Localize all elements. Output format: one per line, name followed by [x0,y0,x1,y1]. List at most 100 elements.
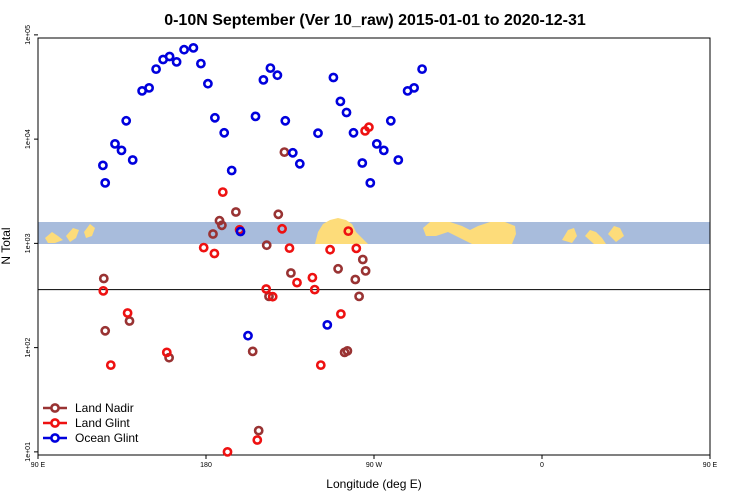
x-tick-label: 90 W [366,462,383,469]
ocean-glint-point [219,127,230,138]
land-nadir-point [216,220,227,231]
land-glint-point [284,243,295,253]
land-glint-point [261,284,272,294]
ocean-glint-point [357,158,368,168]
land-nadir-point [279,147,290,157]
ocean-glint-point [110,138,120,149]
ocean-glint-point [171,57,182,67]
land-glint-point [325,244,335,255]
y-tick-label: 1e+01 [25,442,32,462]
map-strip [38,218,710,244]
ocean-glint-point [226,165,237,176]
land-glint-point [267,291,278,302]
ocean-glint-point [144,83,154,93]
legend-marker-ocean-glint [50,433,60,443]
land-nadir-point [354,291,364,302]
x-tick-label: 90 E [31,462,46,469]
ocean-glint-point [202,78,213,89]
ocean-glint-point [98,160,108,171]
ocean-glint-point [272,70,283,81]
ocean-glint-point [313,128,323,139]
land-nadir-point [285,268,296,278]
land-glint-point [277,223,287,234]
x-axis-label: Longitude (deg E) [326,477,421,491]
ocean-glint-point [378,145,389,156]
ocean-glint-point [322,319,333,330]
land-glint-point [217,187,228,197]
map-land [315,218,368,244]
land-nadir-point [124,316,135,326]
map-land [585,230,606,244]
land-glint-point [105,360,116,370]
x-tick-label: 180 [200,462,212,469]
y-tick-label: 1e+04 [25,129,32,149]
land-glint-point [209,248,220,259]
land-glint-point [122,308,133,318]
ocean-glint-point [294,158,305,169]
ocean-glint-point [151,64,161,74]
ocean-glint-point [179,44,189,55]
ocean-glint-point [348,127,359,138]
map-land [45,232,63,243]
ocean-glint-point [287,147,298,158]
ocean-glint-point [250,111,261,122]
ocean-glint-point [265,63,276,73]
land-nadir-point [100,325,111,336]
ocean-glint-point [243,330,253,341]
ocean-glint-point [385,115,396,126]
map-land [66,228,79,242]
land-nadir-point [253,425,264,436]
ocean-glint-point [235,226,246,237]
land-nadir-point [342,345,353,356]
land-glint-point [198,242,209,253]
land-nadir-point [350,274,361,285]
land-glint-point [315,360,326,370]
ocean-glint-point [121,115,132,126]
land-nadir-point [333,263,343,274]
ocean-glint-point [116,145,127,156]
land-glint-point [307,272,318,283]
ocean-glint-point [371,138,382,149]
land-nadir-point [273,209,284,220]
y-tick-label: 1e+05 [25,25,32,45]
ocean-glint-point [188,43,199,53]
land-glint-point [292,277,302,288]
ocean-glint-point [341,107,352,118]
land-glint-point [252,435,263,445]
legend-label-land-glint: Land Glint [75,416,130,430]
y-tick-label: 1e+02 [25,338,32,358]
y-tick-label: 1e+03 [25,233,32,253]
legend-marker-land-nadir [50,403,60,413]
land-nadir-point [357,254,368,265]
ocean-glint-point [127,155,138,165]
ocean-glint-point [209,112,220,123]
land-nadir-point [247,346,258,357]
legend-label-ocean-glint: Ocean Glint [75,431,139,445]
y-axis: 1e+01 1e+02 1e+03 1e+04 1e+05 [25,25,38,462]
ocean-glint-point [280,115,291,126]
land-glint-point [161,347,172,358]
chart-title: 0-10N September (Ver 10_raw) 2015-01-01 … [164,12,586,29]
legend-label-land-nadir: Land Nadir [75,401,134,415]
land-glint-point [335,309,346,319]
x-axis: 90 E 180 90 W 0 90 E [31,455,718,469]
land-nadir-point [98,273,109,284]
land-glint-point [363,122,374,133]
land-nadir-point [360,265,371,276]
map-land [562,228,577,243]
ocean-glint-point [164,51,175,62]
ocean-glint-point [195,58,206,69]
land-glint-point [309,284,320,295]
land-glint-point [222,446,233,457]
land-nadir-point [261,240,272,251]
map-land [84,224,95,238]
land-nadir-point [208,229,218,239]
x-tick-label: 0 [540,462,544,469]
ocean-glint-point [258,75,269,85]
map-land [608,226,624,242]
land-glint-point [98,285,109,296]
map-ocean [38,222,710,244]
plot-frame [37,37,711,456]
